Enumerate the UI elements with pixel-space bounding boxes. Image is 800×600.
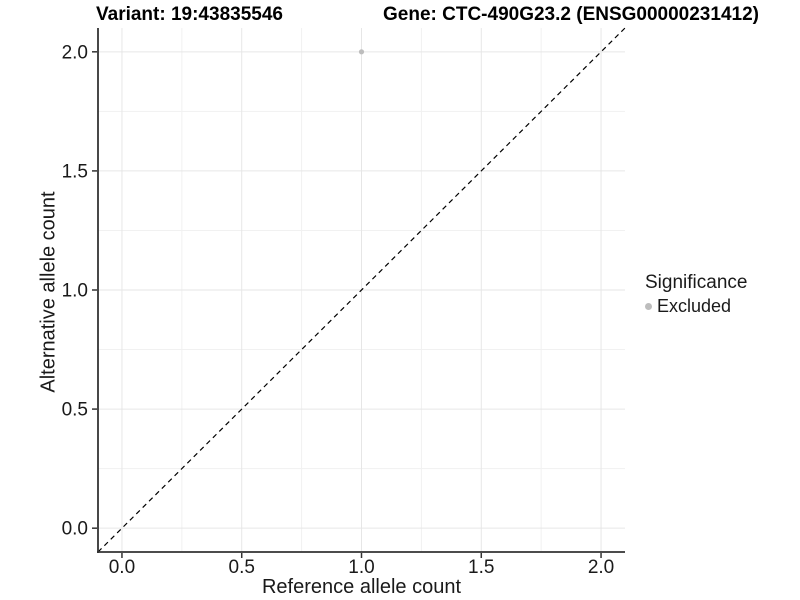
data-point	[358, 49, 365, 55]
legend-entry-excluded: Excluded	[645, 296, 747, 317]
plot-title-variant: Variant: 19:43835546	[96, 4, 283, 25]
x-tick-label: 2.0	[588, 557, 614, 578]
x-tick-label: 1.0	[348, 557, 374, 578]
y-tick-label: 1.5	[62, 161, 88, 182]
y-tick-label: 2.0	[62, 42, 88, 63]
x-tick-label: 0.0	[109, 557, 135, 578]
y-tick-label: 1.0	[62, 281, 88, 302]
y-tick-label: 0.0	[62, 519, 88, 540]
legend-point-icon	[645, 303, 652, 310]
legend-entry-label: Excluded	[657, 296, 732, 316]
x-tick-label: 1.5	[468, 557, 494, 578]
y-tick-label: 0.5	[62, 400, 88, 421]
legend-title: Significance	[645, 272, 748, 293]
legend: Significance Excluded	[645, 272, 747, 317]
identity-dashed-line	[97, 27, 626, 553]
x-tick-label: 0.5	[229, 557, 255, 578]
y-axis-title: Alternative allele count	[37, 191, 60, 393]
plot-title-gene: Gene: CTC-490G23.2 (ENSG00000231412)	[383, 4, 759, 25]
x-axis-title: Reference allele count	[261, 576, 461, 598]
